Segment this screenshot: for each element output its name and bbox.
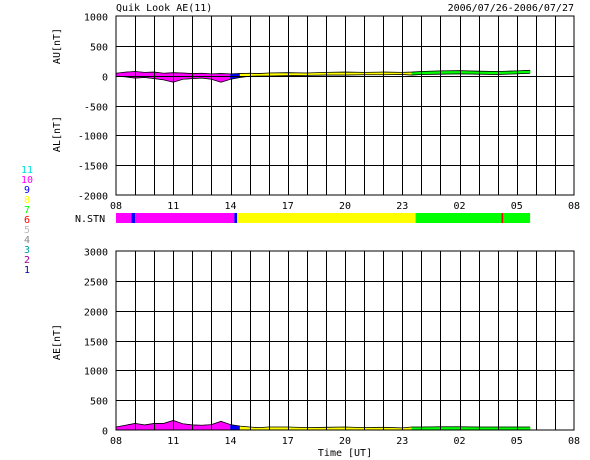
- x-tick-label: 02: [453, 201, 465, 212]
- station-legend-entry: 9: [24, 185, 30, 196]
- x-tick-label: 08: [568, 201, 580, 212]
- ae-y-ticks: 3000 2500 2000 1500 1000 500 0: [84, 248, 108, 438]
- x-tick-label: 20: [339, 436, 351, 447]
- station-legend-entry: 6: [24, 215, 30, 226]
- y-tick-label: 500: [90, 397, 108, 408]
- x-tick-label: 11: [167, 201, 179, 212]
- station-segment: [237, 213, 416, 223]
- ae-axis-label: AE[nT]: [52, 324, 63, 360]
- station-segment: [501, 213, 504, 223]
- station-legend-entry: 8: [24, 195, 30, 206]
- station-bar-segments: [116, 213, 531, 223]
- station-legend-entry: 7: [24, 205, 30, 216]
- x-tick-label: 23: [396, 436, 408, 447]
- x-tick-label: 05: [511, 201, 523, 212]
- ae-frame: [115, 250, 575, 431]
- x-tick-label: 08: [568, 436, 580, 447]
- area-segment: [192, 424, 203, 431]
- x-tick-label: 14: [224, 436, 236, 447]
- y-tick-label: 2000: [84, 308, 108, 319]
- station-bar-label: N.STN: [75, 214, 105, 225]
- ae-series-line: [115, 420, 531, 429]
- au-al-panel: 1000 500 0 -500 -1000 -1500 -2000 08 11 14 17 20 23…: [52, 13, 580, 213]
- x-tick-label: 05: [511, 436, 523, 447]
- y-tick-label: 500: [90, 43, 108, 54]
- ae-fill: [115, 420, 531, 431]
- y-tick-label: 1000: [84, 13, 108, 24]
- y-tick-label: -1500: [78, 162, 108, 173]
- station-bar: N.STN: [75, 213, 531, 225]
- al-series-line: [115, 72, 531, 83]
- station-segment: [234, 213, 238, 223]
- station-segment: [415, 213, 502, 223]
- chart-title: Quik Look AE(11): [116, 3, 212, 14]
- x-tick-label: 08: [110, 201, 122, 212]
- y-tick-label: -500: [84, 103, 108, 114]
- au-al-frame: [115, 15, 575, 196]
- al-axis-label: AL[nT]: [52, 116, 63, 152]
- y-tick-label: 2500: [84, 278, 108, 289]
- y-tick-label: -2000: [78, 192, 108, 203]
- x-tick-label: 14: [224, 201, 236, 212]
- station-segment: [503, 213, 531, 223]
- au-al-fill: [115, 69, 531, 83]
- x-axis-label: Time [UT]: [318, 448, 372, 459]
- au-al-grid: [116, 16, 574, 195]
- x-tick-label: 17: [282, 436, 294, 447]
- station-legend-entry: 2: [24, 255, 30, 266]
- y-tick-label: 0: [102, 427, 108, 438]
- station-legend-entry: 4: [24, 235, 30, 246]
- station-segment: [116, 213, 132, 223]
- station-legend-entry: 5: [24, 225, 30, 236]
- au-axis-label: AU[nT]: [52, 28, 63, 64]
- station-legend-entry: 3: [24, 245, 30, 256]
- x-tick-label: 20: [339, 201, 351, 212]
- ae-x-ticks: 08 11 14 17 20 23 02 05 08: [110, 436, 580, 447]
- x-tick-label: 17: [282, 201, 294, 212]
- x-tick-label: 23: [396, 201, 408, 212]
- y-tick-label: 0: [102, 73, 108, 84]
- station-segment: [135, 213, 235, 223]
- y-tick-label: 1500: [84, 338, 108, 349]
- au-al-x-ticks: 08 11 14 17 20 23 02 05 08: [110, 201, 580, 212]
- ae-grid: [116, 251, 574, 430]
- station-legend-entry: 11: [21, 165, 33, 176]
- date-range: 2006/07/26-2006/07/27: [448, 3, 574, 14]
- y-tick-label: 1000: [84, 367, 108, 378]
- area-segment: [153, 423, 164, 431]
- station-segment: [131, 213, 136, 223]
- au-al-y-ticks: 1000 500 0 -500 -1000 -1500 -2000: [78, 13, 108, 203]
- y-tick-label: -1000: [78, 132, 108, 143]
- x-tick-label: 11: [167, 436, 179, 447]
- station-legend-entry: 10: [21, 175, 33, 186]
- x-tick-label: 08: [110, 436, 122, 447]
- x-tick-label: 02: [453, 436, 465, 447]
- station-legend-entry: 1: [24, 265, 30, 276]
- au-series-line: [115, 69, 531, 75]
- y-tick-label: 3000: [84, 248, 108, 259]
